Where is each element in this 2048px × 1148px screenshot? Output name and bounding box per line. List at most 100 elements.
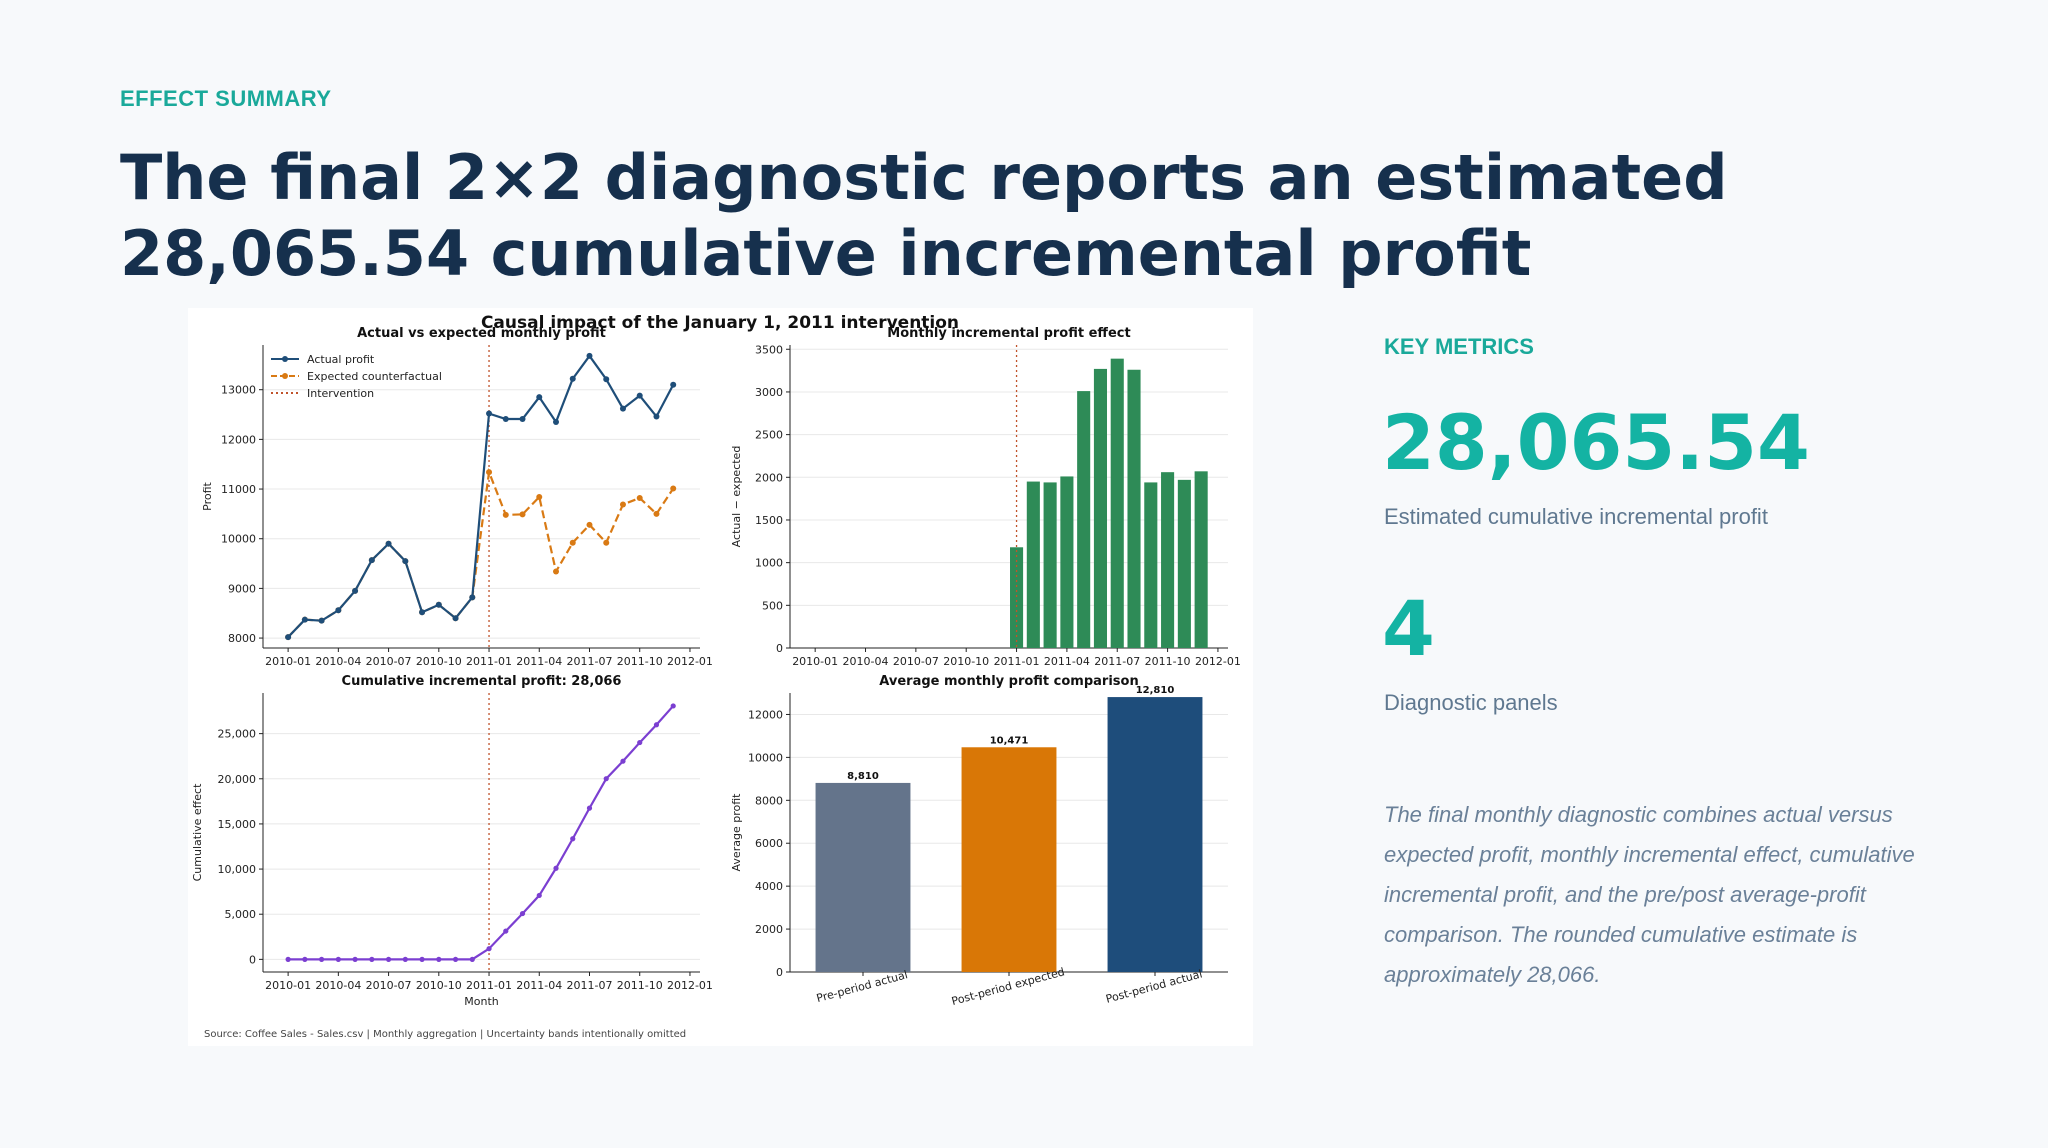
panel0-ytick-label: 8000	[228, 632, 256, 645]
diagnostic-figure: Causal impact of the January 1, 2011 int…	[188, 308, 1253, 1046]
bar-data-label: 8,810	[847, 771, 879, 782]
panel1-title: Monthly incremental profit effect	[887, 326, 1130, 341]
panel2-ytick-label: 5,000	[225, 908, 257, 921]
panel0-ytick-label: 11000	[221, 483, 256, 496]
actual-profit-point	[586, 352, 593, 359]
panel2-ytick-label: 15,000	[218, 818, 257, 831]
panel1-xtick-label: 2011-10	[1145, 655, 1191, 668]
expected-counterfactual-point	[670, 485, 677, 492]
panel3-title: Average monthly profit comparison	[879, 674, 1138, 689]
panel0-xtick-label: 2011-10	[617, 655, 663, 668]
panel3-ytick-label: 0	[776, 966, 783, 979]
actual-profit-line	[287, 354, 675, 638]
incremental-effect-bar	[1177, 479, 1191, 648]
cumulative-effect-point	[653, 722, 660, 728]
cumulative-effect-point	[352, 956, 358, 962]
panel3-category-label: Post-period actual	[1104, 967, 1203, 1005]
bar-data-label: 10,471	[990, 735, 1029, 746]
actual-profit-point	[536, 394, 543, 401]
panel1-xtick-label: 2010-01	[792, 655, 838, 668]
panel0-ylabel: Profit	[201, 481, 214, 510]
panel1-ytick-label: 2500	[755, 429, 783, 442]
actual-profit-point	[502, 416, 509, 423]
expected-counterfactual-point	[636, 494, 643, 501]
panel2-xtick-label: 2011-10	[617, 979, 663, 992]
expected-counterfactual-point	[603, 539, 610, 546]
expected-counterfactual-point	[619, 501, 626, 508]
panel0-ytick-label: 9000	[228, 582, 256, 595]
panel1-xtick-label: 2010-07	[893, 655, 939, 668]
cumulative-effect-point	[369, 956, 375, 962]
panel1-xtick-label: 2011-01	[994, 655, 1040, 668]
panel3-ytick-label: 8000	[755, 794, 783, 807]
actual-profit-point	[569, 375, 576, 382]
actual-profit-point	[553, 418, 560, 425]
panel1-ytick-label: 3000	[755, 386, 783, 399]
cumulative-effect-point	[603, 776, 609, 782]
panel1-ytick-label: 3500	[755, 343, 783, 356]
panel2-title: Cumulative incremental profit: 28,066	[342, 674, 622, 689]
legend-label-expected: Expected counterfactual	[307, 370, 442, 383]
incremental-effect-bar	[1026, 481, 1040, 648]
panel2-xlabel: Month	[464, 995, 499, 1008]
incremental-effect-bar	[1161, 472, 1175, 648]
panel0-xtick-label: 2011-04	[516, 655, 562, 668]
expected-counterfactual-point	[653, 510, 660, 517]
legend-marker-expected	[282, 373, 288, 379]
section-eyebrow: EFFECT SUMMARY	[120, 86, 332, 111]
panel1-ytick-label: 1000	[755, 557, 783, 570]
legend-label-intervention: Intervention	[307, 387, 374, 400]
panel1-xtick-label: 2011-04	[1044, 655, 1090, 668]
panel3-ylabel: Average profit	[730, 793, 743, 872]
panel2-xtick-label: 2011-07	[567, 979, 613, 992]
actual-profit-point	[368, 557, 375, 564]
panel2-xtick-label: 2010-04	[315, 979, 361, 992]
panel0-xtick-label: 2011-07	[567, 655, 613, 668]
figure-suptitle: Causal impact of the January 1, 2011 int…	[481, 313, 959, 333]
panel1-xtick-label: 2010-04	[843, 655, 889, 668]
actual-profit-point	[603, 376, 610, 383]
metric-panels-value: 4	[1382, 584, 1435, 673]
expected-counterfactual-point	[553, 568, 560, 575]
panel2-xtick-label: 2011-01	[466, 979, 512, 992]
panel0-ytick-label: 10000	[221, 533, 256, 546]
actual-profit-point	[419, 609, 426, 616]
expected-counterfactual-point	[569, 539, 576, 546]
figure-source: Source: Coffee Sales - Sales.csv | Month…	[204, 1029, 686, 1040]
expected-counterfactual-point	[536, 493, 543, 500]
panel1-xtick-label: 2012-01	[1195, 655, 1241, 668]
cumulative-effect-point	[319, 956, 325, 962]
panel2-ytick-label: 25,000	[218, 728, 257, 741]
expected-counterfactual-point	[519, 511, 526, 518]
panel3-category-label: Pre-period actual	[815, 968, 909, 1005]
cumulative-effect-point	[586, 805, 593, 811]
summary-note: The final monthly diagnostic combines ac…	[1384, 802, 1915, 987]
expected-counterfactual-line	[287, 467, 675, 638]
bar-data-label: 12,810	[1136, 685, 1175, 696]
cumulative-effect-point	[402, 956, 408, 962]
actual-profit-point	[285, 634, 292, 641]
panel2-ylabel: Cumulative effect	[191, 783, 204, 881]
cumulative-effect-point	[469, 956, 475, 962]
incremental-effect-bar	[1060, 476, 1074, 648]
cumulative-effect-point	[385, 956, 392, 962]
cumulative-effect-point	[536, 892, 542, 899]
actual-profit-point	[385, 540, 392, 547]
panel1-ylabel: Actual − expected	[730, 446, 743, 548]
cumulative-effect-point	[553, 865, 559, 871]
panel0-xtick-label: 2012-01	[667, 655, 713, 668]
panel0-ytick-label: 12000	[221, 433, 256, 446]
post-period-expected-bar	[961, 747, 1057, 972]
cumulative-effect-point	[620, 758, 626, 764]
cumulative-effect-point	[285, 956, 291, 962]
expected-counterfactual-point	[586, 521, 593, 528]
legend-marker-actual	[282, 356, 288, 362]
incremental-effect-bar	[1093, 368, 1108, 648]
panel3-ytick-label: 4000	[755, 880, 783, 893]
key-metrics-title: KEY METRICS	[1384, 334, 1534, 359]
cumulative-effect-point	[486, 946, 492, 952]
panel3-ytick-label: 2000	[755, 923, 783, 936]
expected-counterfactual-point	[502, 511, 509, 518]
panel0-xtick-label: 2010-07	[366, 655, 412, 668]
cumulative-effect-point	[503, 928, 509, 934]
